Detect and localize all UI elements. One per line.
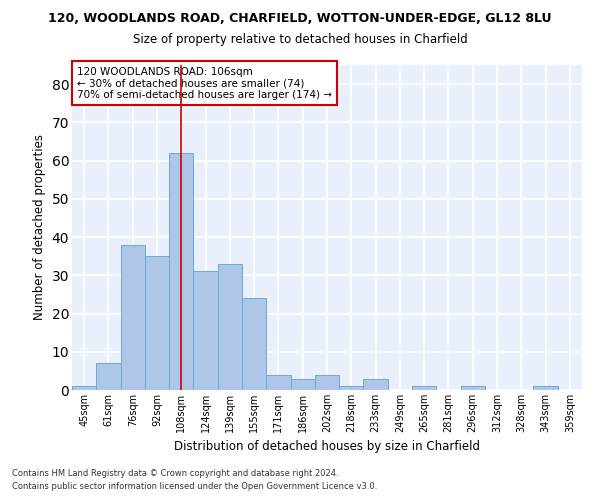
Bar	[218, 264, 242, 390]
Bar	[412, 386, 436, 390]
Bar	[266, 374, 290, 390]
Bar	[364, 378, 388, 390]
Bar	[242, 298, 266, 390]
X-axis label: Distribution of detached houses by size in Charfield: Distribution of detached houses by size …	[174, 440, 480, 454]
Bar	[169, 153, 193, 390]
Y-axis label: Number of detached properties: Number of detached properties	[33, 134, 46, 320]
Text: Contains HM Land Registry data © Crown copyright and database right 2024.: Contains HM Land Registry data © Crown c…	[12, 468, 338, 477]
Text: 120, WOODLANDS ROAD, CHARFIELD, WOTTON-UNDER-EDGE, GL12 8LU: 120, WOODLANDS ROAD, CHARFIELD, WOTTON-U…	[48, 12, 552, 26]
Text: 120 WOODLANDS ROAD: 106sqm
← 30% of detached houses are smaller (74)
70% of semi: 120 WOODLANDS ROAD: 106sqm ← 30% of deta…	[77, 66, 332, 100]
Bar	[72, 386, 96, 390]
Bar	[339, 386, 364, 390]
Bar	[193, 272, 218, 390]
Bar	[96, 363, 121, 390]
Bar	[315, 374, 339, 390]
Text: Contains public sector information licensed under the Open Government Licence v3: Contains public sector information licen…	[12, 482, 377, 491]
Text: Size of property relative to detached houses in Charfield: Size of property relative to detached ho…	[133, 32, 467, 46]
Bar	[290, 378, 315, 390]
Bar	[145, 256, 169, 390]
Bar	[461, 386, 485, 390]
Bar	[533, 386, 558, 390]
Bar	[121, 244, 145, 390]
